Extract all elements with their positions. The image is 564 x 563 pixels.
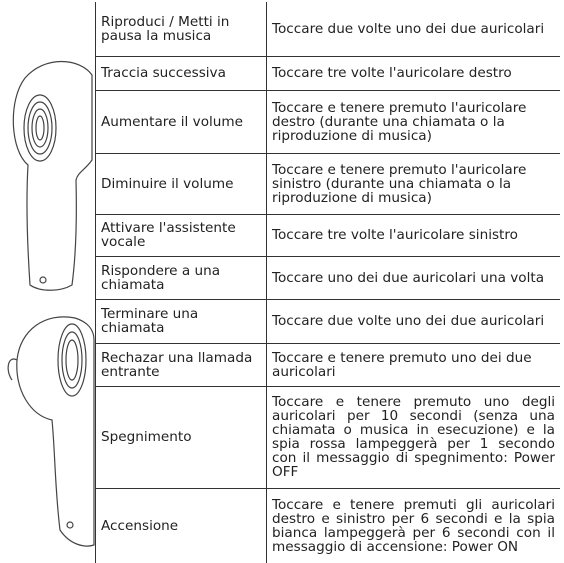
- action-cell: Attivare l'assistente vocale: [95, 213, 267, 257]
- instruction-cell: Toccare tre volte l'auricolare destro: [266, 55, 560, 91]
- action-cell: Spegnimento: [95, 385, 267, 489]
- table-row: Terminare una chiamata Toccare due volte …: [95, 298, 560, 344]
- action-cell: Rechazar una llamada entrante: [95, 342, 267, 387]
- table-row: Traccia successiva Toccare tre volte l'au…: [95, 55, 560, 91]
- action-cell: Traccia successiva: [95, 55, 267, 91]
- instruction-cell: Toccare e tenere premuto uno dei due aur…: [266, 342, 560, 387]
- instruction-cell: Toccare e tenere premuto uno degli auric…: [266, 385, 560, 489]
- action-cell: Accensione: [95, 487, 267, 563]
- action-cell: Riproduci / Metti in pausa la musica: [95, 2, 267, 57]
- earbud-illustrations: [7, 60, 95, 547]
- instruction-cell: Toccare due volte uno dei due auricolari: [266, 298, 560, 344]
- left-earbud: [7, 316, 95, 547]
- table-row: Riproduci / Metti in pausa la musica Tocc…: [95, 2, 560, 57]
- table-row: Rispondere a una chiamata Toccare uno dei…: [95, 255, 560, 300]
- instruction-cell: Toccare tre volte l'auricolare sinistro: [266, 213, 560, 257]
- action-cell: Diminuire il volume: [95, 152, 267, 215]
- right-earbud: [12, 60, 93, 291]
- action-cell: Aumentare il volume: [95, 89, 267, 154]
- action-cell: Rispondere a una chiamata: [95, 255, 267, 300]
- action-cell: Terminare una chiamata: [95, 298, 267, 344]
- instruction-cell: Toccare e tenere premuto l'auricolare de…: [266, 89, 560, 154]
- controls-table: Riproduci / Metti in pausa la musica Tocc…: [95, 2, 560, 563]
- table-body: Riproduci / Metti in pausa la musica Tocc…: [95, 2, 560, 563]
- instruction-cell: Toccare e tenere premuti gli auricolari …: [266, 487, 560, 563]
- table-row: Aumentare il volume Toccare e tenere prem…: [95, 89, 560, 154]
- instruction-cell: Toccare due volte uno dei due auricolari: [266, 2, 560, 57]
- table-row: Rechazar una llamada entrante Toccare e t…: [95, 342, 560, 387]
- table-row: Spegnimento Toccare e tenere premuto uno …: [95, 385, 560, 489]
- instruction-cell: Toccare uno dei due auricolari una volta: [266, 255, 560, 300]
- table-row: Attivare l'assistente vocale Toccare tre …: [95, 213, 560, 257]
- table-row: Diminuire il volume Toccare e tenere prem…: [95, 152, 560, 215]
- table-row: Accensione Toccare e tenere premuti gli a…: [95, 487, 560, 563]
- instruction-cell: Toccare e tenere premuto l'auricolare si…: [266, 152, 560, 215]
